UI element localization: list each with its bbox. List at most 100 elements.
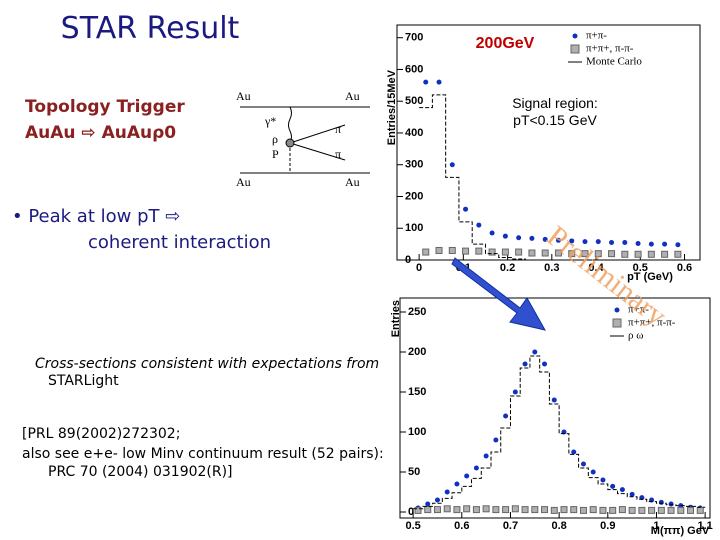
point	[463, 505, 471, 513]
y-axis-label: Entries	[390, 300, 402, 337]
point	[674, 250, 682, 258]
point	[569, 238, 575, 244]
x-tick-label: 0.3	[544, 262, 559, 274]
annotation: pT<0.15 GeV	[513, 112, 597, 128]
point	[454, 481, 460, 487]
y-axis-label: Entries/15MeV	[386, 69, 398, 145]
point	[580, 461, 586, 467]
point	[472, 506, 480, 514]
point	[635, 240, 641, 246]
y-tick-label: 200	[408, 346, 426, 358]
y-tick-label: 250	[408, 306, 426, 318]
x-tick-label: 0.9	[600, 520, 615, 532]
diagram-label: Au	[236, 89, 251, 103]
point	[503, 413, 509, 419]
point	[590, 469, 596, 475]
point	[696, 506, 704, 514]
legend-swatch	[570, 44, 580, 54]
point	[594, 250, 602, 258]
point	[610, 483, 616, 489]
point	[414, 506, 422, 514]
point	[436, 79, 442, 85]
x-tick-label: 0.8	[551, 520, 566, 532]
x-axis-label: pT (GeV)	[627, 271, 673, 283]
point	[482, 505, 490, 513]
point	[453, 506, 461, 514]
point	[595, 239, 601, 245]
chart-title: 200GeV	[476, 35, 535, 52]
point	[541, 506, 549, 514]
point	[675, 242, 681, 248]
point	[541, 249, 549, 257]
point	[433, 506, 441, 514]
reference: [PRL 89(2002)272302;	[22, 426, 180, 442]
point	[554, 249, 562, 257]
diagram-label: Au	[236, 175, 251, 189]
point	[435, 246, 443, 254]
annotation: Signal region:	[512, 95, 598, 111]
series-line	[419, 94, 685, 261]
point	[600, 477, 606, 483]
point	[476, 222, 482, 228]
note: Cross-sections consistent with expectati…	[35, 356, 379, 372]
point	[449, 162, 455, 168]
point	[570, 506, 578, 514]
note: STARLight	[48, 373, 119, 389]
x-tick-label: 0.5	[405, 520, 420, 532]
y-tick-label: 100	[405, 222, 423, 234]
point	[668, 501, 674, 507]
legend-swatch	[612, 318, 622, 328]
legend-label: π+π-	[628, 304, 649, 316]
point	[444, 489, 450, 495]
legend-label: Monte Carlo	[586, 56, 642, 68]
chart: 010020030040050060070000.10.20.30.40.50.…	[386, 24, 701, 283]
y-tick-label: 300	[405, 159, 423, 171]
point	[528, 249, 536, 257]
y-tick-label: 100	[408, 426, 426, 438]
axes: 0 50 100 150 200 250 0.5 0.6 0.7 0.8 0.9 1 1.1M(ππ) …	[390, 300, 713, 537]
point	[483, 453, 489, 459]
x-tick-label: 0.7	[503, 520, 518, 532]
x-tick-label: 0.2	[500, 262, 515, 274]
y-tick-label: 0	[408, 506, 414, 518]
point	[677, 506, 685, 514]
point	[628, 506, 636, 514]
reference: PRC 70 (2004) 031902(R)]	[48, 464, 233, 480]
point	[638, 506, 646, 514]
legend-label: π+π+, π-π-	[628, 317, 676, 329]
point	[662, 241, 668, 247]
x-tick-label: 1.1	[697, 520, 712, 532]
point	[473, 465, 479, 471]
point	[609, 240, 615, 246]
point	[422, 248, 430, 256]
diagram-label: P	[272, 147, 279, 161]
arrow	[451, 257, 546, 331]
y-tick-label: 500	[405, 95, 423, 107]
point	[463, 206, 469, 212]
reference: also see e+e- low Minv continuum result …	[22, 446, 384, 462]
point	[579, 506, 587, 514]
point	[529, 235, 535, 241]
point	[568, 250, 576, 258]
x-tick-label: 0.6	[454, 520, 469, 532]
diagram-label: π	[335, 122, 341, 136]
point	[542, 236, 548, 242]
x-axis-label: M(ππ) GeV	[651, 525, 710, 537]
slide-title: STAR Result	[61, 11, 240, 46]
x-tick-label: 0.6	[677, 262, 692, 274]
feynman-diagram	[240, 106, 370, 174]
point	[648, 241, 654, 247]
point	[555, 237, 561, 243]
point	[488, 248, 496, 256]
point	[532, 349, 538, 355]
x-tick-label: 0.4	[588, 262, 604, 274]
point	[443, 505, 451, 513]
y-tick-label: 200	[405, 190, 423, 202]
point	[608, 250, 616, 258]
legend-label: π+π+, π-π-	[586, 43, 634, 55]
point	[512, 389, 518, 395]
diagram-label: π	[335, 147, 341, 161]
point	[647, 250, 655, 258]
y-tick-label: 150	[408, 386, 426, 398]
